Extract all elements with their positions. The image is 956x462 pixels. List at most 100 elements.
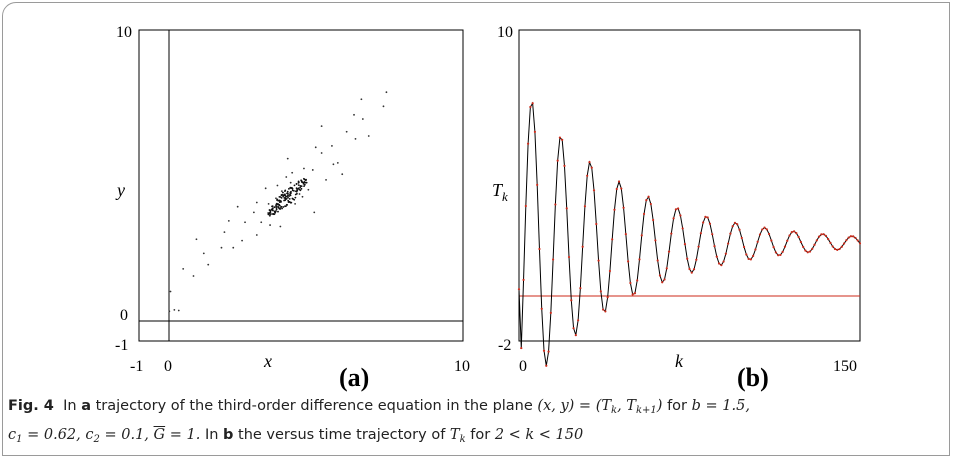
caption-text: trajectory of the third-order difference… (95, 398, 533, 414)
scatter-point (307, 188, 310, 191)
cluster-point (278, 204, 281, 207)
panel-a-xtick-10: 10 (454, 358, 470, 375)
scatter-point (280, 190, 283, 193)
series-marker (831, 245, 834, 248)
cluster-point (275, 203, 278, 206)
series-marker (688, 267, 691, 271)
cluster-point (282, 191, 284, 194)
series-marker (627, 260, 630, 263)
series-marker (667, 250, 671, 253)
scatter-point (173, 309, 176, 311)
series-marker (563, 164, 566, 167)
cluster-point (293, 184, 296, 187)
series-marker (799, 240, 802, 244)
cluster-point (275, 208, 278, 211)
figure-caption: Fig. 4 In a trajectory of the third-orde… (8, 394, 938, 452)
scatter-point (255, 234, 258, 236)
series-marker (731, 225, 734, 228)
series-marker (681, 227, 684, 230)
series-marker (699, 232, 702, 235)
scatter-point (353, 113, 355, 116)
series-marker (645, 199, 648, 202)
series-marker (658, 274, 662, 277)
cluster-point (296, 188, 298, 191)
series-marker (752, 254, 755, 258)
scatter-point (345, 130, 348, 133)
series-marker (674, 208, 677, 211)
caption-text: for (470, 427, 491, 443)
panel-b-ytick-10: 10 (497, 24, 513, 41)
scatter-point (182, 268, 185, 270)
scatter-point (289, 181, 292, 184)
cluster-point (299, 185, 302, 187)
cluster-point (300, 179, 303, 182)
series-marker (772, 246, 775, 249)
series-marker (579, 287, 582, 290)
series-marker (858, 242, 862, 245)
scatter-point (276, 184, 279, 187)
cluster-point (277, 205, 279, 208)
cluster-point (286, 195, 289, 198)
series-marker (845, 239, 848, 242)
scatter-point (320, 152, 323, 154)
panel-b-series-line (518, 101, 861, 366)
series-marker (597, 259, 600, 262)
series-marker (574, 334, 577, 337)
cluster-point (284, 205, 287, 208)
scatter-point (207, 263, 210, 266)
panel-b-ylabel: Tk (492, 180, 508, 204)
cluster-point (288, 195, 290, 197)
caption-formula-T: Tk (449, 427, 466, 445)
series-marker (636, 279, 639, 282)
cluster-point (289, 194, 292, 197)
caption-text: In (204, 427, 219, 443)
series-marker (788, 234, 791, 237)
series-marker (629, 281, 632, 285)
series-marker (824, 234, 828, 237)
series-marker (806, 251, 809, 254)
panel-b-xtick-0: 0 (519, 358, 527, 375)
cluster-point (297, 180, 300, 183)
series-marker (565, 207, 568, 210)
cluster-point (278, 195, 281, 198)
cluster-point (273, 210, 276, 213)
cluster-point (277, 210, 279, 213)
series-marker (749, 258, 752, 261)
panel-a-xtick-0: 0 (164, 358, 172, 375)
series-marker (549, 311, 552, 314)
series-marker (833, 247, 837, 251)
series-marker (792, 230, 796, 233)
scatter-point (264, 187, 267, 190)
series-marker (765, 228, 768, 231)
caption-text: the versus time trajectory of (238, 427, 446, 443)
series-marker (745, 253, 748, 256)
series-marker (820, 233, 823, 236)
scatter-point (220, 246, 223, 249)
series-marker (720, 264, 723, 267)
series-marker (677, 207, 680, 210)
cluster-point (286, 190, 289, 193)
panel-b: 10 -2 0 150 k Tk (b) (492, 24, 862, 392)
figure-frame (2, 2, 950, 456)
series-marker (706, 216, 709, 219)
series-marker (742, 245, 746, 249)
cluster-point (299, 186, 302, 189)
series-marker (736, 223, 739, 226)
series-marker (781, 250, 784, 253)
series-marker (822, 233, 825, 236)
series-marker (747, 257, 750, 261)
series-marker (729, 232, 732, 235)
series-marker (570, 299, 573, 302)
series-marker (808, 250, 812, 253)
series-marker (665, 267, 668, 270)
series-marker (654, 239, 657, 242)
panel-a-ytick-neg1: -1 (115, 337, 128, 354)
scatter-point (360, 98, 363, 101)
cluster-point (277, 203, 279, 205)
panel-b-label: (b) (737, 363, 769, 392)
series-marker (777, 254, 780, 257)
series-marker (526, 142, 530, 145)
scatter-point (301, 195, 304, 198)
cluster-point (303, 180, 306, 183)
panel-b-frame (518, 29, 861, 342)
